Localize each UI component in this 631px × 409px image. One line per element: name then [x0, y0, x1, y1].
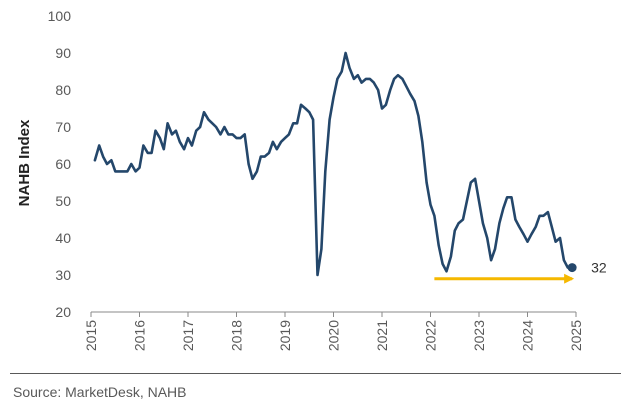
- x-tick-label: 2021: [374, 320, 390, 351]
- x-tick-label: 2022: [423, 320, 439, 351]
- latest-value-marker: [567, 263, 577, 273]
- x-tick-label: 2019: [277, 320, 293, 351]
- y-tick-label: 90: [55, 45, 71, 61]
- y-tick-label: 40: [55, 230, 71, 246]
- nahb-index-series-line: [93, 51, 574, 277]
- y-tick-label: 80: [55, 82, 71, 98]
- x-tick-label: 2018: [229, 320, 245, 351]
- latest-value-label: 32: [591, 260, 607, 276]
- y-tick-label: 50: [55, 193, 71, 209]
- y-tick-label: 60: [55, 156, 71, 172]
- x-tick-label: 2023: [471, 320, 487, 351]
- y-axis: 20 30 40 50 60 70 80 90 100: [48, 8, 72, 320]
- x-tick-label: 2025: [568, 320, 584, 351]
- source-note: Source: MarketDesk, NAHB: [13, 384, 187, 400]
- x-tick-label: 2020: [326, 320, 342, 351]
- y-tick-label: 20: [55, 304, 71, 320]
- y-tick-label: 100: [48, 8, 72, 24]
- x-tick-label: 2015: [83, 320, 99, 351]
- source-divider: [10, 373, 621, 374]
- x-tick-label: 2024: [520, 320, 536, 351]
- x-tick-label: 2017: [180, 320, 196, 351]
- y-tick-label: 70: [55, 119, 71, 135]
- y-axis-title: NAHB Index: [16, 119, 33, 206]
- x-tick-label: 2016: [132, 320, 148, 351]
- x-axis: 2015 2016 2017 2018 2019 2020 2021 2022 2023 2024…: [83, 312, 584, 351]
- y-tick-label: 30: [55, 267, 71, 283]
